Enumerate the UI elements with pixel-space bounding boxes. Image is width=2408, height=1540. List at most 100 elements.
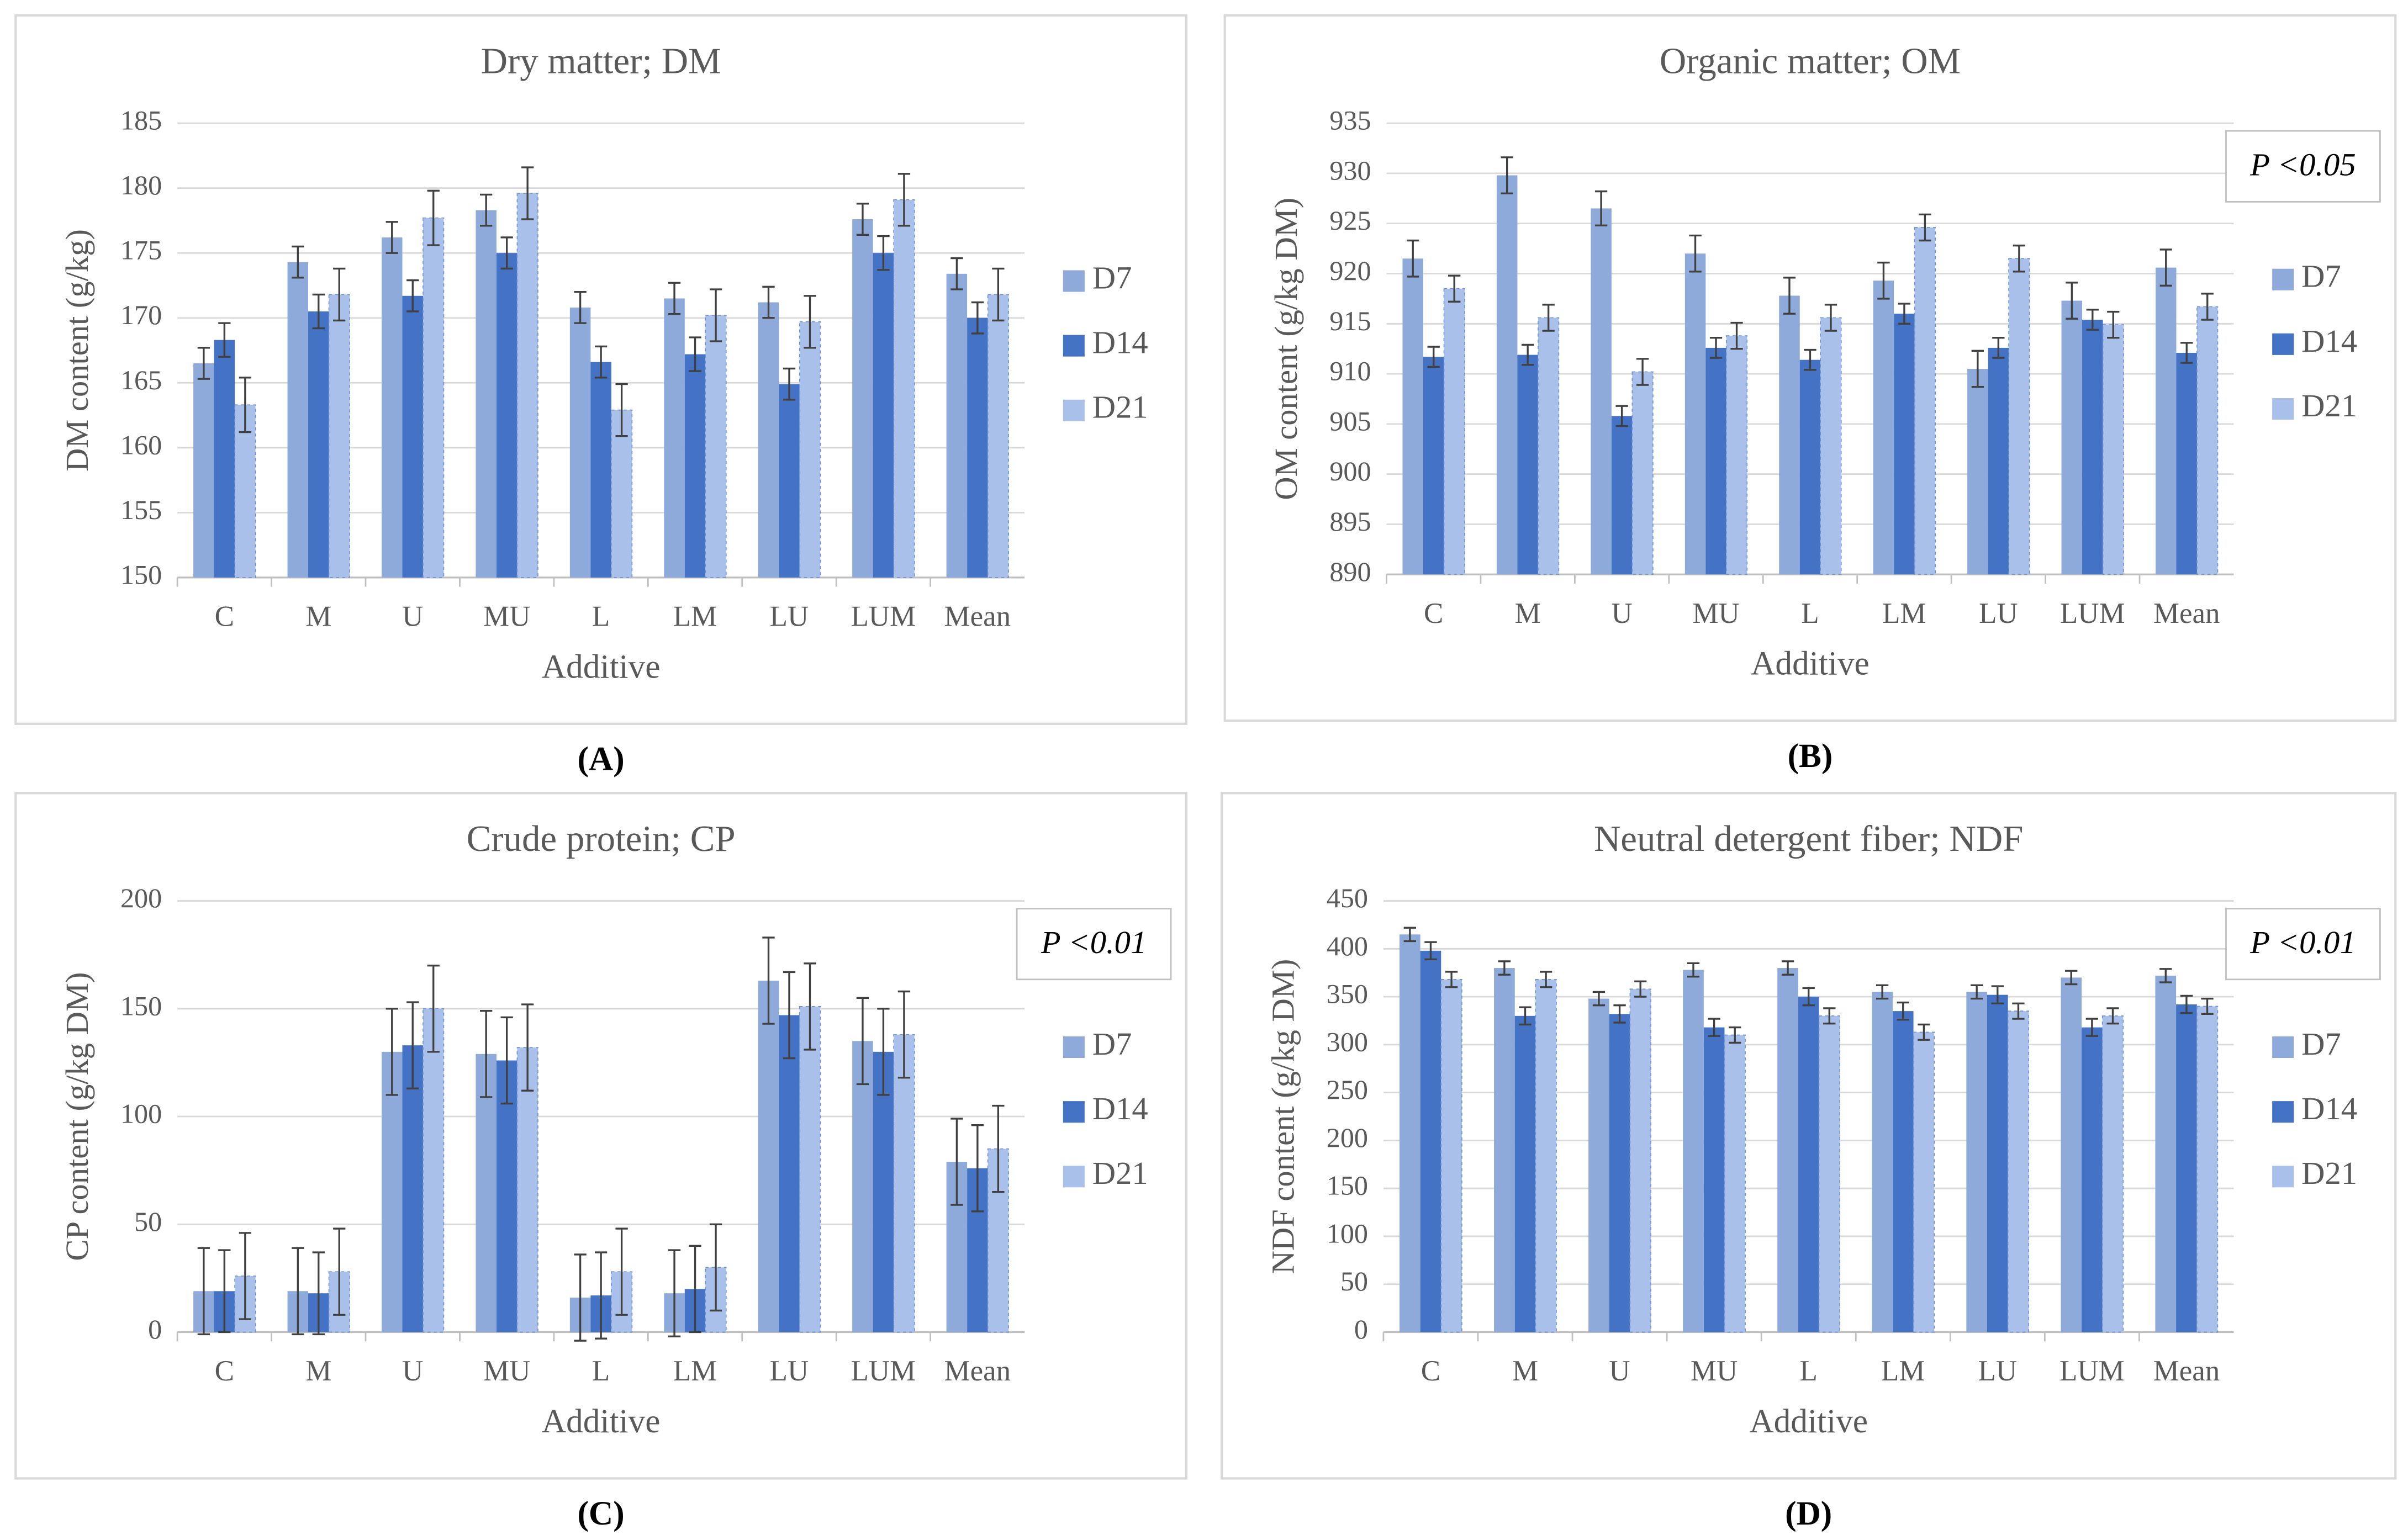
annotation: P <0.01	[2249, 924, 2356, 960]
error-bar	[1919, 213, 1931, 242]
y-axis-label: NDF content (g/kg DM)	[1265, 959, 1301, 1274]
error-bar	[2159, 968, 2172, 983]
error-bar	[521, 1003, 534, 1092]
y-tick-label: 50	[1340, 1266, 1368, 1296]
y-tick-label: 905	[1329, 405, 1371, 436]
bar	[1705, 347, 1726, 575]
bar	[852, 219, 873, 578]
legend-key	[2272, 1036, 2294, 1059]
bar	[2101, 1015, 2124, 1333]
error-bar	[1992, 337, 2005, 359]
y-tick-label: 895	[1329, 506, 1371, 537]
x-tick-label: Mean	[2153, 1355, 2220, 1387]
x-axis-label: Additive	[542, 648, 661, 685]
error-bar	[897, 990, 911, 1079]
y-tick-label: 930	[1329, 155, 1371, 186]
error-bar	[1615, 405, 1628, 427]
x-tick-label: C	[1421, 1355, 1440, 1387]
legend-key	[2272, 333, 2294, 355]
error-bar	[197, 1247, 210, 1336]
x-tick-label: U	[402, 600, 423, 632]
y-tick-label: 170	[120, 299, 162, 330]
x-tick-label: Mean	[2153, 597, 2220, 629]
error-bar	[2012, 1002, 2025, 1020]
x-tick-label: LUM	[851, 600, 916, 632]
bar	[1799, 359, 1821, 575]
bar	[496, 1060, 517, 1332]
x-tick-label: LUM	[2060, 597, 2125, 629]
legend-key	[1063, 1166, 1085, 1188]
x-tick-label: M	[1515, 597, 1541, 629]
error-bar	[856, 997, 869, 1086]
x-tick-label: L	[592, 1355, 610, 1387]
error-bar	[2201, 293, 2214, 321]
bar	[799, 321, 821, 578]
y-tick-label: 150	[120, 990, 162, 1021]
error-bar	[521, 166, 534, 220]
legend-label: D21	[1092, 389, 1148, 425]
bar	[1725, 335, 1748, 575]
bar	[705, 315, 727, 578]
error-bar	[615, 383, 628, 437]
y-axis-label: CP content (g/kg DM)	[59, 972, 95, 1261]
y-tick-label: 0	[148, 1314, 162, 1345]
x-tick-label: LU	[770, 600, 809, 632]
panel-label: (C)	[578, 1495, 625, 1532]
panel-border	[14, 792, 1188, 1480]
error-bar	[950, 1118, 963, 1206]
error-bar	[2013, 244, 2026, 273]
error-bar	[197, 347, 210, 380]
error-bar	[427, 965, 440, 1053]
error-bar	[1783, 277, 1796, 315]
x-tick-label: LUM	[851, 1355, 916, 1387]
legend-label: D7	[2301, 258, 2341, 294]
error-bar	[1521, 343, 1534, 366]
y-tick-label: 890	[1329, 556, 1371, 587]
bar	[1629, 988, 1651, 1333]
error-bar	[218, 1249, 231, 1333]
error-bar	[1781, 960, 1794, 976]
legend-label: D14	[1092, 325, 1148, 361]
x-axis-label: Additive	[1751, 645, 1870, 682]
error-bar	[2201, 997, 2214, 1015]
error-bar	[1403, 927, 1416, 943]
y-tick-label: 200	[120, 882, 162, 913]
error-bar	[1708, 1018, 1720, 1037]
error-bar	[1897, 1001, 1909, 1021]
x-tick-label: U	[1611, 597, 1632, 629]
y-tick-label: 150	[120, 559, 162, 590]
error-bar	[1730, 321, 1743, 350]
bar	[476, 210, 497, 578]
error-bar	[950, 257, 963, 290]
x-tick-label: MU	[483, 600, 530, 632]
bar	[476, 1054, 497, 1332]
error-bar	[480, 1010, 493, 1098]
error-bar	[312, 1251, 325, 1336]
y-tick-label: 400	[1327, 930, 1368, 961]
y-axis-label: OM content (g/kg DM)	[1268, 198, 1304, 500]
bar	[423, 217, 445, 578]
bar	[946, 273, 968, 578]
legend-key	[1063, 1101, 1085, 1123]
bar	[1591, 208, 1612, 575]
y-tick-label: 935	[1329, 105, 1371, 136]
bar	[1684, 253, 1706, 575]
error-bar	[594, 1251, 608, 1340]
x-tick-label: LM	[1882, 597, 1926, 629]
error-bar	[333, 1227, 346, 1316]
legend-label: D7	[1092, 260, 1132, 295]
bar	[2102, 324, 2124, 575]
error-bar	[1971, 350, 1984, 388]
y-tick-label: 300	[1327, 1026, 1368, 1057]
error-bar	[574, 1253, 587, 1342]
annotation-box	[1016, 908, 1172, 981]
error-bar	[615, 1227, 628, 1316]
x-tick-label: L	[1799, 1355, 1817, 1387]
y-tick-label: 185	[120, 105, 162, 136]
y-tick-label: 160	[120, 429, 162, 460]
bar	[664, 298, 685, 578]
bar	[1988, 347, 2009, 575]
bar	[987, 294, 1009, 578]
error-bar	[2085, 1018, 2099, 1037]
y-tick-label: 0	[1354, 1314, 1368, 1345]
